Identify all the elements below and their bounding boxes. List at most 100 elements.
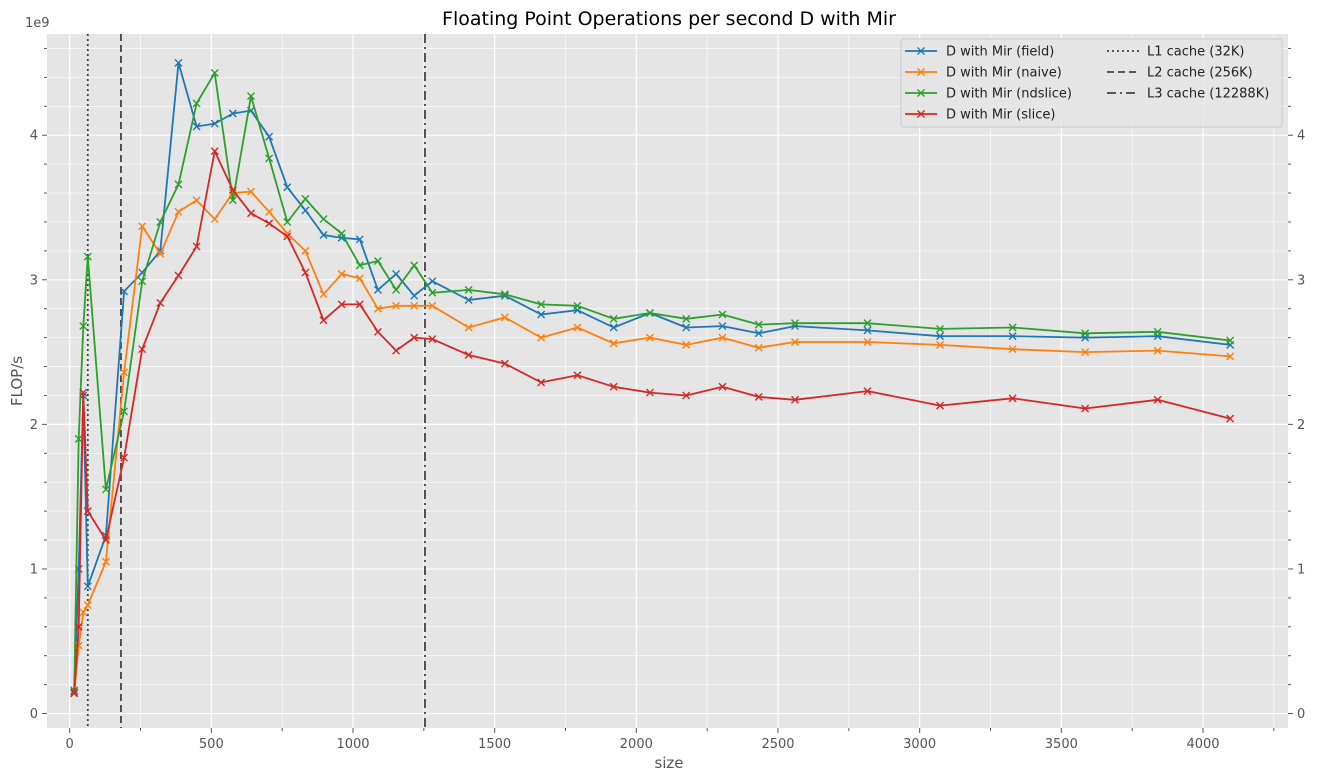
series-group xyxy=(70,69,1235,695)
data-point xyxy=(283,217,292,226)
legend-marker xyxy=(917,47,925,55)
data-point xyxy=(120,453,129,462)
data-point xyxy=(936,340,945,349)
data-point xyxy=(301,246,310,255)
data-point xyxy=(210,69,219,78)
legend-marker xyxy=(917,110,925,118)
data-point xyxy=(70,689,79,698)
x-tick-label: 2500 xyxy=(761,737,794,752)
data-point xyxy=(718,322,727,331)
data-point xyxy=(537,333,546,342)
data-point xyxy=(1081,404,1090,413)
data-point xyxy=(174,180,183,189)
data-point xyxy=(791,337,799,346)
data-point xyxy=(410,333,419,342)
data-point xyxy=(210,215,219,224)
data-point xyxy=(573,371,582,380)
legend-label: L3 cache (12288K) xyxy=(1147,87,1269,102)
data-point xyxy=(101,485,110,494)
data-point xyxy=(609,339,618,348)
data-point xyxy=(247,92,255,101)
data-point xyxy=(156,249,165,258)
data-point xyxy=(645,388,654,397)
data-point xyxy=(265,154,274,163)
data-point xyxy=(337,300,346,309)
legend-entry: D with Mir (slice) xyxy=(905,108,1055,123)
legend-marker xyxy=(917,89,925,97)
data-point xyxy=(283,183,292,192)
data-point xyxy=(210,119,219,128)
data-point xyxy=(301,206,310,215)
series-layer xyxy=(70,58,1235,698)
data-point xyxy=(428,288,437,297)
data-point xyxy=(754,343,763,352)
data-point xyxy=(83,601,92,610)
data-point xyxy=(392,346,401,355)
legend-label: D with Mir (field) xyxy=(946,45,1054,60)
data-point xyxy=(1153,395,1162,404)
y-tick-label-right: 1 xyxy=(1297,562,1305,577)
data-point xyxy=(718,310,727,319)
data-point xyxy=(410,291,419,300)
data-point xyxy=(83,507,92,516)
data-point xyxy=(83,582,92,591)
data-point xyxy=(500,359,509,368)
data-point xyxy=(863,319,872,328)
x-tick-label: 3000 xyxy=(903,737,936,752)
data-point xyxy=(156,217,165,226)
legend-entry: D with Mir (ndslice) xyxy=(905,87,1072,102)
grid-lines xyxy=(47,34,1288,728)
data-point xyxy=(410,301,419,310)
data-point xyxy=(319,215,328,224)
data-point xyxy=(120,287,129,296)
data-point xyxy=(174,207,183,216)
data-point xyxy=(464,285,473,294)
data-point xyxy=(355,300,364,309)
y-tick-label-left: 0 xyxy=(30,707,38,722)
x-axis-label: size xyxy=(654,754,683,772)
data-point xyxy=(718,382,727,391)
cache-reference-lines xyxy=(86,34,426,728)
legend-entry: D with Mir (naive) xyxy=(905,66,1062,81)
data-point xyxy=(718,333,727,342)
data-point xyxy=(247,187,255,196)
data-point xyxy=(120,368,129,377)
legend-label: D with Mir (slice) xyxy=(946,108,1055,123)
data-point xyxy=(192,242,201,251)
y-axis-label: FLOP/s xyxy=(8,356,26,406)
data-point xyxy=(936,324,945,333)
data-point xyxy=(863,326,872,335)
data-point xyxy=(428,335,437,344)
data-point xyxy=(156,298,165,307)
y-tick-label-right: 2 xyxy=(1297,418,1305,433)
data-point xyxy=(337,270,346,279)
data-point xyxy=(301,268,310,277)
chart-title: Floating Point Operations per second D w… xyxy=(442,8,896,30)
data-point xyxy=(682,323,691,332)
data-point xyxy=(791,319,799,328)
data-point xyxy=(682,391,691,400)
y-tick-label-left: 4 xyxy=(30,129,38,144)
data-point xyxy=(301,194,310,203)
data-point xyxy=(174,271,183,280)
data-point xyxy=(79,608,88,617)
data-point xyxy=(337,229,346,238)
x-tick-label: 3500 xyxy=(1045,737,1078,752)
y-tick-label-right: 3 xyxy=(1297,273,1305,288)
x-tick-label: 1500 xyxy=(478,737,511,752)
data-point xyxy=(192,99,201,108)
data-point xyxy=(283,232,292,241)
legend-entry: L2 cache (256K) xyxy=(1107,66,1253,81)
data-point xyxy=(1226,352,1235,361)
data-point xyxy=(228,196,237,205)
series-group xyxy=(70,147,1235,698)
data-point xyxy=(210,147,219,156)
legend-entry: L1 cache (32K) xyxy=(1107,45,1245,60)
data-point xyxy=(537,310,546,319)
data-point xyxy=(373,285,382,294)
data-point xyxy=(500,290,509,299)
data-point xyxy=(682,314,691,323)
data-point xyxy=(192,122,201,131)
data-point xyxy=(79,322,88,331)
